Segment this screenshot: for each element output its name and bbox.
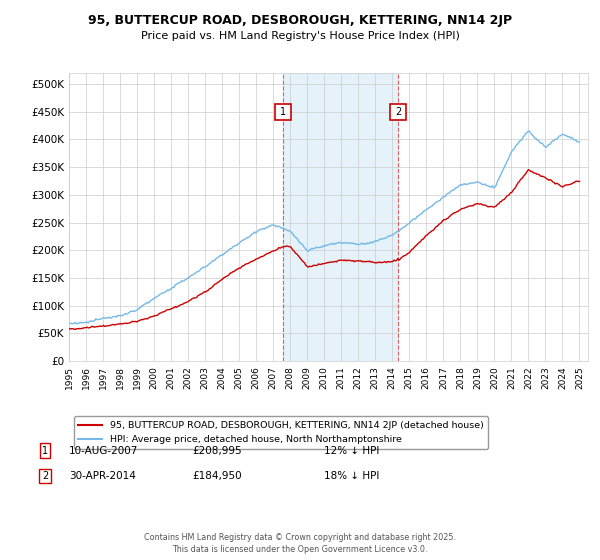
Text: £184,950: £184,950 <box>192 471 242 481</box>
Text: 30-APR-2014: 30-APR-2014 <box>69 471 136 481</box>
Legend: 95, BUTTERCUP ROAD, DESBOROUGH, KETTERING, NN14 2JP (detached house), HPI: Avera: 95, BUTTERCUP ROAD, DESBOROUGH, KETTERIN… <box>74 417 488 449</box>
Text: 95, BUTTERCUP ROAD, DESBOROUGH, KETTERING, NN14 2JP: 95, BUTTERCUP ROAD, DESBOROUGH, KETTERIN… <box>88 14 512 27</box>
Text: 1: 1 <box>280 106 286 116</box>
Text: 1: 1 <box>42 446 48 456</box>
Text: 2: 2 <box>42 471 48 481</box>
Bar <box>283 73 398 361</box>
Text: £208,995: £208,995 <box>192 446 242 456</box>
Text: Contains HM Land Registry data © Crown copyright and database right 2025.
This d: Contains HM Land Registry data © Crown c… <box>144 533 456 554</box>
Text: 2: 2 <box>395 106 401 116</box>
Text: 10-AUG-2007: 10-AUG-2007 <box>69 446 139 456</box>
Text: 12% ↓ HPI: 12% ↓ HPI <box>324 446 379 456</box>
Text: Price paid vs. HM Land Registry's House Price Index (HPI): Price paid vs. HM Land Registry's House … <box>140 31 460 41</box>
Text: 18% ↓ HPI: 18% ↓ HPI <box>324 471 379 481</box>
